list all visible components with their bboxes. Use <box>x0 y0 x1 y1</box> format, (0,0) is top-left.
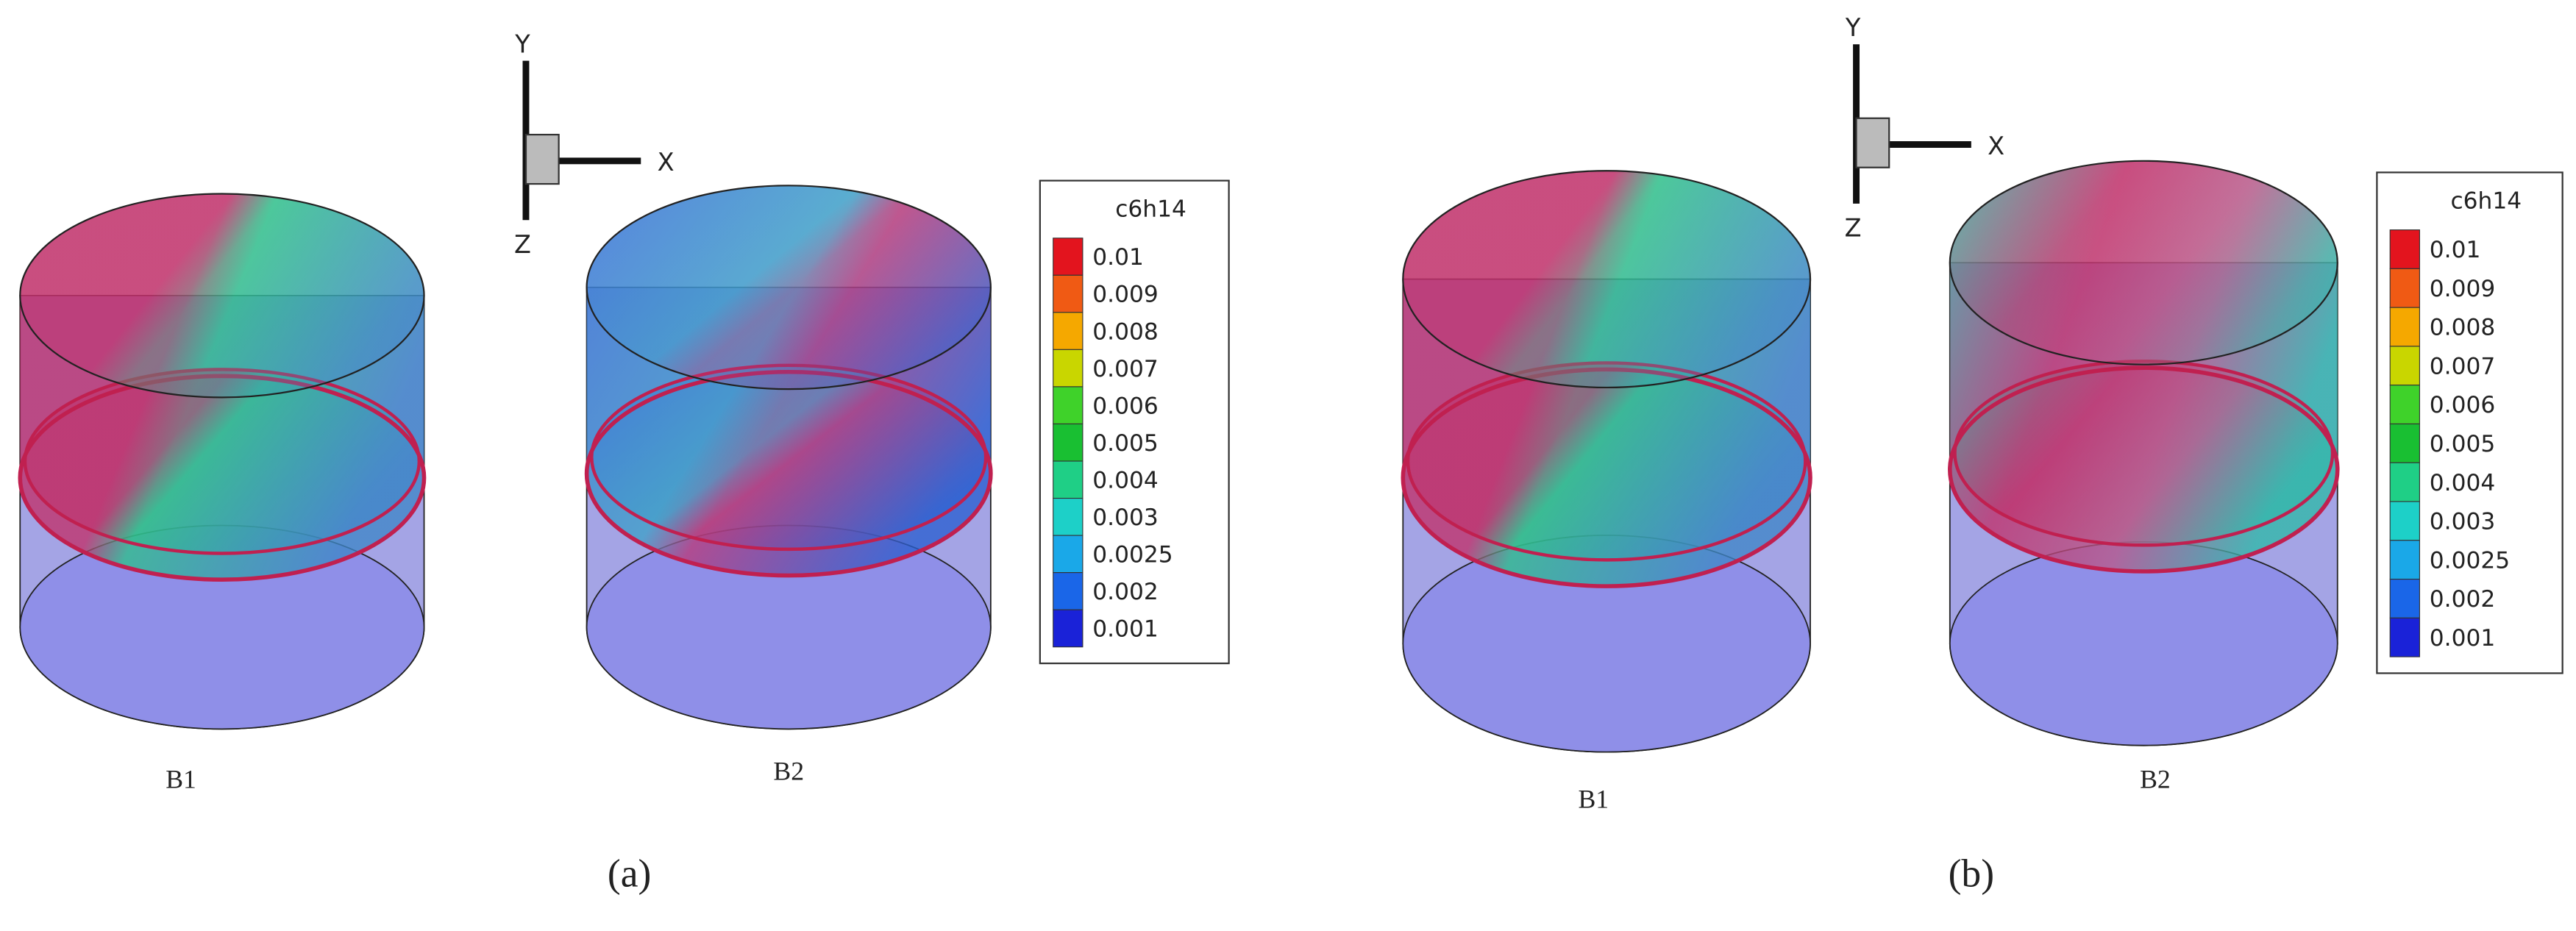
tank-ring <box>1948 365 2340 574</box>
legend-swatch <box>2389 229 2420 269</box>
legend-swatch <box>1053 572 1084 610</box>
tank-floor <box>1406 361 1807 562</box>
tank <box>584 185 993 730</box>
legend-swatch <box>1053 535 1084 574</box>
legend-swatch <box>2389 501 2420 541</box>
legend-title: c6h14 <box>2451 188 2522 215</box>
tank-floor <box>590 363 988 552</box>
legend-label: 0.004 <box>1092 467 1158 493</box>
legend-label: 0.001 <box>1092 616 1158 643</box>
tank-top <box>1949 160 2338 365</box>
legend-label: 0.003 <box>1092 504 1158 531</box>
legend-label: 0.008 <box>2430 315 2495 341</box>
legend-label: 0.007 <box>1092 356 1158 382</box>
tank-top <box>586 185 992 390</box>
legend-swatch <box>1053 274 1084 313</box>
tank-top <box>19 193 425 399</box>
legend-swatch <box>2389 462 2420 502</box>
legend-swatch <box>2389 346 2420 386</box>
legend-label: 0.009 <box>1092 282 1158 308</box>
legend-swatch <box>2389 540 2420 580</box>
legend-label: 0.007 <box>2430 353 2495 379</box>
legend-label: 0.0025 <box>1092 542 1173 568</box>
legend-label: 0.006 <box>2430 392 2495 418</box>
tank-floor <box>1953 359 2335 547</box>
legend-swatch <box>1053 312 1084 350</box>
legend-label: 0.005 <box>1092 430 1158 457</box>
tank-label: B2 <box>773 757 804 786</box>
tank-label: B2 <box>2140 765 2171 794</box>
legend-swatch <box>1053 349 1084 388</box>
legend-swatch <box>2389 268 2420 308</box>
tank <box>1401 170 1812 753</box>
axis-box <box>524 133 560 185</box>
legend-swatch <box>1053 386 1084 425</box>
legend-label: 0.0025 <box>2430 547 2510 574</box>
legend-label: 0.004 <box>2430 470 2495 496</box>
legend-swatch <box>2389 617 2420 657</box>
panel-label: (b) <box>1949 852 1994 896</box>
legend-swatch <box>1053 238 1084 276</box>
axis-z-label: Z <box>514 230 531 259</box>
legend-label: 0.009 <box>2430 276 2495 302</box>
legend-label: 0.002 <box>1092 579 1158 605</box>
legend-label: 0.008 <box>1092 318 1158 345</box>
legend-label: 0.003 <box>2430 509 2495 535</box>
legend-swatch <box>1053 460 1084 499</box>
legend-label: 0.01 <box>2430 237 2481 263</box>
tank-top <box>1402 170 1812 389</box>
legend-label: 0.005 <box>2430 431 2495 457</box>
tank <box>18 193 427 730</box>
legend-label: 0.001 <box>2430 625 2495 652</box>
legend-swatch <box>2389 385 2420 425</box>
legend-swatch <box>2389 423 2420 463</box>
tank-label: B1 <box>166 765 196 794</box>
legend-swatch <box>2389 307 2420 347</box>
panel-label: (a) <box>608 852 651 896</box>
axis-y-label: Y <box>514 29 530 58</box>
axis-z-label: Z <box>1845 214 1862 243</box>
axis-y-label: Y <box>1845 13 1861 42</box>
legend-label: 0.006 <box>1092 393 1158 419</box>
legend-title: c6h14 <box>1115 196 1186 223</box>
tank <box>1948 160 2340 746</box>
legend-swatch <box>2389 579 2420 618</box>
legend-label: 0.01 <box>1092 244 1144 271</box>
legend-swatch <box>1053 497 1084 536</box>
axis-x-label: X <box>658 148 675 176</box>
legend-label: 0.002 <box>2430 586 2495 613</box>
axis-x-label: X <box>1988 132 2004 160</box>
legend-swatch <box>1053 423 1084 462</box>
axis-box <box>1855 117 1890 168</box>
tank-label: B1 <box>1578 785 1609 814</box>
legend-swatch <box>1053 609 1084 648</box>
